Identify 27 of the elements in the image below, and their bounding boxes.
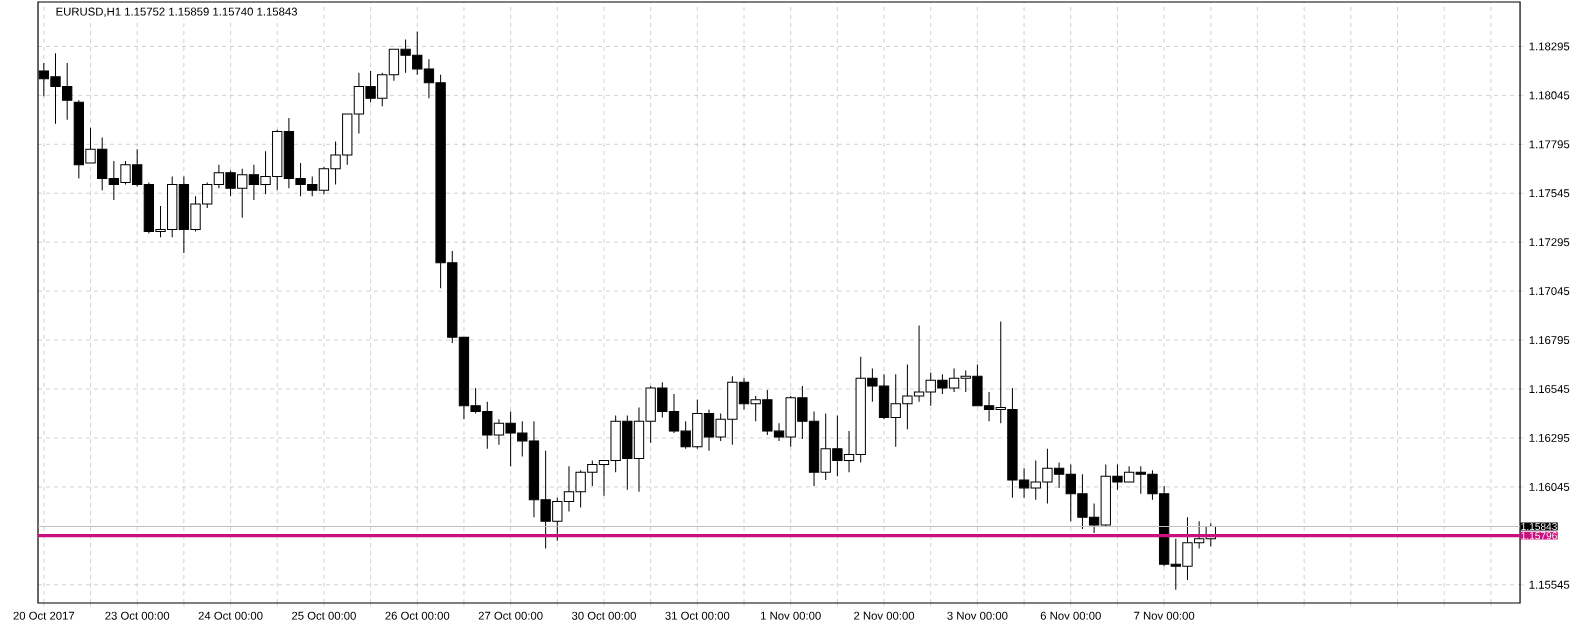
x-tick-label: 30 Oct 00:00 xyxy=(571,611,636,620)
y-tick-label: 1.16795 xyxy=(1529,336,1570,345)
y-tick-label: 1.18295 xyxy=(1529,42,1570,51)
y-tick-label: 1.15545 xyxy=(1529,580,1570,589)
y-tick-label: 1.17545 xyxy=(1529,189,1570,198)
y-tick-label: 1.16545 xyxy=(1529,385,1570,394)
x-tick-label: 7 Nov 00:00 xyxy=(1134,611,1195,620)
x-tick-label: 27 Oct 00:00 xyxy=(478,611,543,620)
y-tick-label: 1.16295 xyxy=(1529,433,1570,442)
x-tick-label: 2 Nov 00:00 xyxy=(854,611,915,620)
x-tick-label: 1 Nov 00:00 xyxy=(760,611,821,620)
x-tick-label: 6 Nov 00:00 xyxy=(1040,611,1101,620)
x-tick-label: 25 Oct 00:00 xyxy=(292,611,356,620)
y-tick-label: 1.18045 xyxy=(1529,91,1570,100)
x-tick-label: 31 Oct 00:00 xyxy=(665,611,730,620)
ref-line-label: 1.15843 xyxy=(1521,522,1557,531)
y-tick-label: 1.17045 xyxy=(1529,287,1570,296)
x-tick-label: 20 Oct 2017 xyxy=(13,611,75,620)
chart-title: EURUSD,H1 1.15752 1.15859 1.15740 1.15843 xyxy=(56,7,298,17)
x-tick-label: 23 Oct 00:00 xyxy=(105,611,170,620)
x-tick-label: 24 Oct 00:00 xyxy=(198,611,263,620)
x-tick-label: 26 Oct 00:00 xyxy=(385,611,450,620)
ref-line-label: 1.15796 xyxy=(1521,532,1557,540)
y-tick-label: 1.17295 xyxy=(1529,238,1570,247)
y-tick-label: 1.16045 xyxy=(1529,482,1570,491)
y-tick-label: 1.17795 xyxy=(1529,140,1570,149)
x-tick-label: 3 Nov 00:00 xyxy=(947,611,1008,620)
